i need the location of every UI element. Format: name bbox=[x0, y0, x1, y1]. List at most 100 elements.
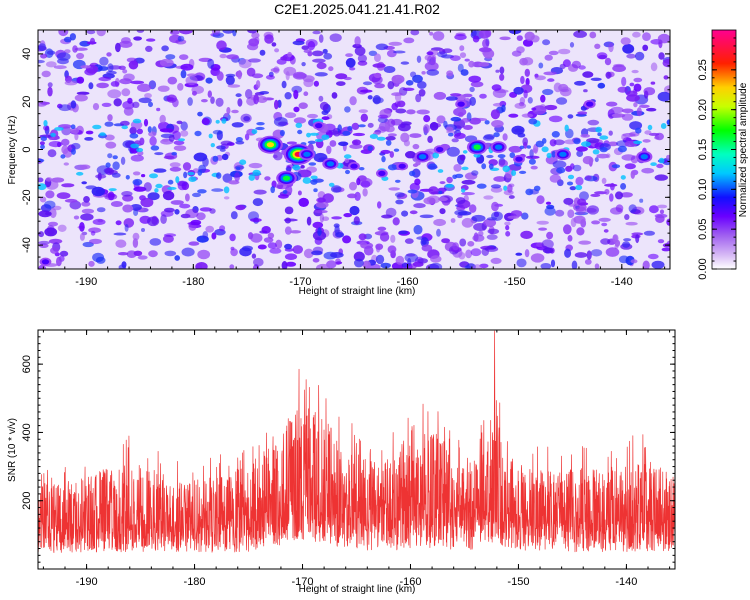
heatmap-cell bbox=[271, 180, 277, 188]
heatmap-cell bbox=[293, 117, 306, 124]
heatmap-cell bbox=[395, 108, 407, 114]
heatmap-cell bbox=[287, 51, 292, 58]
heatmap-cell bbox=[136, 147, 144, 153]
heatmap-cell bbox=[519, 97, 526, 105]
heatmap-cell bbox=[314, 72, 328, 77]
heatmap-cell bbox=[134, 140, 141, 144]
heatmap-cell bbox=[235, 137, 243, 142]
heatmap-cell bbox=[368, 50, 378, 56]
heatmap-cell bbox=[345, 57, 356, 68]
heatmap-cell bbox=[205, 225, 214, 233]
heatmap-cell bbox=[427, 135, 433, 143]
heatmap-cell bbox=[197, 169, 203, 176]
heatmap-cell bbox=[351, 122, 360, 130]
heatmap-cell bbox=[349, 181, 357, 191]
heatmap-cell bbox=[234, 172, 241, 182]
heatmap-cell bbox=[76, 91, 90, 96]
colorbar-tick-label: 0.15 bbox=[697, 139, 709, 160]
heatmap-cell bbox=[504, 221, 511, 226]
heatmap-cell bbox=[141, 174, 146, 178]
heatmap-cell bbox=[657, 204, 668, 209]
heatmap-cell bbox=[409, 210, 418, 215]
heatmap-cell bbox=[541, 239, 554, 249]
heatmap-cell bbox=[274, 99, 279, 110]
heatmap-cell bbox=[277, 194, 289, 199]
heatmap-cell bbox=[56, 256, 62, 267]
heatmap-cell bbox=[553, 82, 562, 93]
heatmap-cell bbox=[567, 174, 575, 180]
heatmap-cell bbox=[367, 122, 374, 128]
heatmap-cell bbox=[483, 195, 494, 200]
heatmap-cell bbox=[367, 145, 373, 151]
x-tick-label: -160 bbox=[397, 276, 419, 288]
heatmap-cell bbox=[647, 253, 659, 260]
heatmap-cell bbox=[471, 30, 477, 37]
heatmap-cell bbox=[205, 77, 213, 84]
heatmap-cell bbox=[322, 193, 334, 203]
heatmap-cell bbox=[182, 162, 192, 171]
heatmap-hot-spot bbox=[312, 121, 325, 130]
heatmap-cell bbox=[112, 161, 120, 170]
heatmap-cell bbox=[416, 55, 422, 63]
heatmap-cell bbox=[192, 90, 197, 96]
heatmap-cell bbox=[177, 181, 187, 191]
heatmap-cell bbox=[245, 89, 253, 99]
heatmap-cell bbox=[188, 241, 200, 246]
y-tick-label: -20 bbox=[21, 189, 33, 205]
snr-y-ticks: 200 400 600 bbox=[21, 329, 675, 570]
heatmap-cell bbox=[658, 157, 665, 164]
heatmap-cell bbox=[298, 197, 310, 207]
heatmap-cell bbox=[210, 143, 215, 148]
heatmap-cell bbox=[221, 118, 227, 124]
heatmap-cell bbox=[216, 40, 227, 51]
colorbar-tick-label: 0.25 bbox=[697, 59, 709, 80]
heatmap-cell bbox=[538, 227, 548, 231]
heatmap-cell bbox=[273, 151, 283, 161]
heatmap-cell bbox=[491, 84, 502, 91]
heatmap-cell bbox=[509, 152, 516, 159]
heatmap-cell bbox=[362, 188, 368, 197]
heatmap-cell bbox=[564, 124, 569, 132]
spectrogram-x-axis-label: Height of straight line (km) bbox=[299, 286, 416, 297]
heatmap-cell bbox=[343, 154, 352, 159]
heatmap-cell bbox=[377, 201, 382, 209]
heatmap-cell bbox=[461, 166, 469, 171]
heatmap-cell bbox=[306, 132, 311, 138]
heatmap-cell bbox=[666, 154, 670, 160]
heatmap-cell bbox=[459, 238, 467, 247]
heatmap-cell bbox=[608, 130, 613, 136]
heatmap-cell bbox=[528, 158, 536, 165]
heatmap-cell bbox=[261, 226, 271, 234]
heatmap-cell bbox=[410, 30, 420, 36]
heatmap-cell bbox=[594, 263, 600, 269]
heatmap-cell bbox=[307, 140, 316, 144]
heatmap-cell bbox=[235, 204, 246, 211]
heatmap-cell bbox=[255, 126, 265, 131]
heatmap-cell bbox=[40, 136, 47, 142]
y-tick-label: 20 bbox=[21, 96, 33, 108]
heatmap-cell bbox=[333, 223, 340, 228]
heatmap-cell bbox=[44, 200, 56, 209]
figure-title: C2E1.2025.041.21.41.R02 bbox=[274, 1, 440, 17]
heatmap-cell bbox=[663, 75, 669, 80]
heatmap-cell bbox=[281, 261, 288, 269]
heatmap-cell bbox=[628, 204, 637, 213]
heatmap-cell bbox=[525, 77, 530, 86]
heatmap-cell bbox=[295, 122, 303, 128]
heatmap-cell bbox=[358, 109, 368, 113]
heatmap-cell bbox=[104, 121, 114, 127]
heatmap-cell bbox=[171, 151, 177, 156]
heatmap-hot-spot bbox=[466, 139, 488, 155]
heatmap-cell bbox=[197, 189, 207, 194]
heatmap-cell bbox=[167, 186, 177, 190]
heatmap-cell bbox=[311, 250, 323, 256]
heatmap-cell bbox=[53, 136, 60, 140]
heatmap-cell bbox=[599, 135, 609, 140]
heatmap-cell bbox=[461, 118, 470, 123]
heatmap-cell bbox=[620, 175, 626, 180]
heatmap-cell bbox=[106, 70, 117, 75]
heatmap-cell bbox=[395, 255, 405, 265]
heatmap-cell bbox=[90, 37, 95, 45]
heatmap-cell bbox=[487, 228, 500, 235]
heatmap-cell bbox=[92, 124, 102, 130]
